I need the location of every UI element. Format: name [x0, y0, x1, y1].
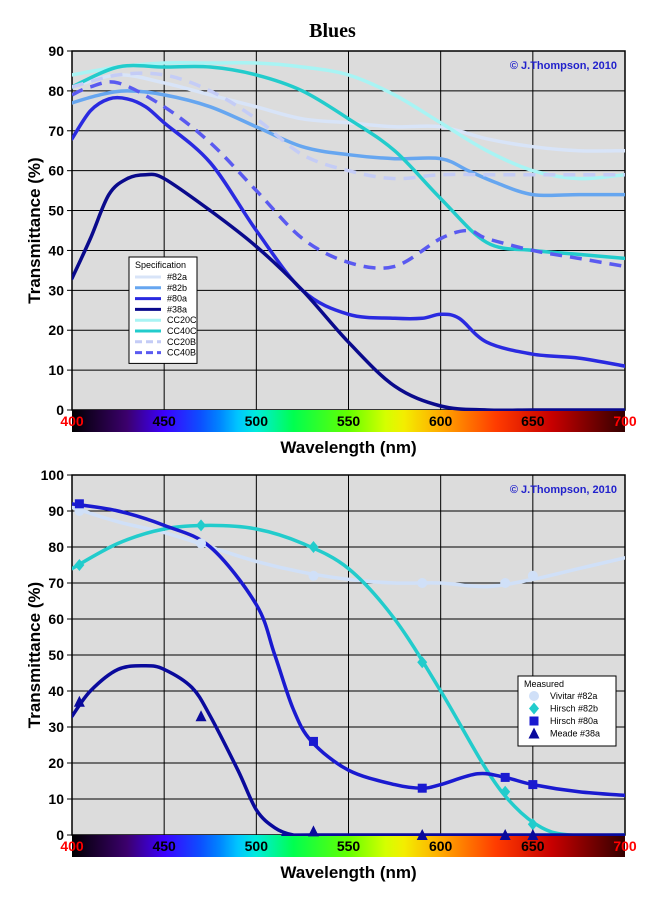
- chart2-data-point: [527, 829, 539, 840]
- chart2-data-point: [500, 772, 510, 782]
- chart2-data-point: [73, 695, 85, 707]
- chart1-legend-label: #38a: [167, 304, 187, 314]
- chart1-x-tick-label: 500: [245, 413, 269, 429]
- chart2-series-line-4: [72, 664, 625, 836]
- chart2-data-point: [500, 578, 511, 588]
- chart1-spectrum-strip: [72, 410, 625, 432]
- chart2-legend-marker: [528, 727, 540, 739]
- chart2-y-tick-label: 20: [48, 755, 64, 771]
- chart2-legend-label: Hirsch #80a: [550, 716, 598, 726]
- chart2-y-tick-label: 80: [48, 539, 64, 555]
- chart2-x-tick-label: 600: [429, 838, 453, 854]
- chart2-data-point: [417, 783, 427, 793]
- chart2-data-point: [527, 818, 538, 831]
- chart2-data-point: [307, 825, 319, 837]
- chart2-series-line-3: [72, 502, 625, 798]
- chart2-data-point: [416, 829, 428, 840]
- specification-chart: 0 10 20 30 40 50 60 70 80 90 400 450 500 550 600 650 700…: [25, 43, 637, 457]
- chart1-y-tick-label: 40: [48, 242, 64, 258]
- chart2-y-tick-label: 40: [48, 683, 64, 699]
- chart1-y-tick-label: 90: [48, 43, 64, 59]
- chart2-legend-marker: [529, 691, 539, 701]
- chart1-legend-label: #82a: [167, 272, 187, 282]
- chart2-y-tick-label: 10: [48, 791, 64, 807]
- chart1-series-line-3: [72, 95, 625, 368]
- chart1-legend: Specification#82a#82b#80a#38aCC20CCC40CC…: [128, 256, 198, 364]
- chart1-series-line-7: [72, 71, 625, 181]
- chart2-data-point: [74, 506, 85, 516]
- chart2-data-point: [196, 519, 207, 532]
- chart1-legend-label: #82b: [167, 283, 187, 293]
- chart2-data-point: [74, 499, 84, 509]
- chart1-y-tick-label: 20: [48, 322, 64, 338]
- chart2-legend-label: Hirsch #82b: [550, 704, 598, 714]
- chart2-legend-label: Vivitar #82a: [550, 691, 597, 701]
- chart1-x-tick-label: 650: [521, 413, 545, 429]
- chart1-x-tick-label: 550: [337, 413, 361, 429]
- chart2-legend-title: Measured: [524, 679, 564, 689]
- chart1-legend-label: CC20C: [167, 315, 197, 325]
- measured-chart: 0 10 20 30 40 50 60 70 80 90 100 400 450 500 550 600 650…: [25, 467, 637, 882]
- chart2-legend-marker: [529, 702, 539, 715]
- chart1-series-line-1: [72, 73, 625, 153]
- chart1-y-tick-label: 80: [48, 83, 64, 99]
- chart2-data-point: [499, 829, 511, 840]
- chart1-series-line-5: [72, 60, 625, 181]
- chart1-legend-label: #80a: [167, 294, 187, 304]
- chart2-data-point: [500, 785, 511, 798]
- chart1-y-tick-label: 70: [48, 123, 64, 139]
- chart2-data-point: [528, 780, 538, 790]
- chart2-y-tick-label: 50: [48, 647, 64, 663]
- chart1-legend-title: Specification: [135, 260, 186, 270]
- chart2-data-point: [308, 736, 318, 746]
- chart2-legend-label: Meade #38a: [550, 729, 600, 739]
- chart1-legend-label: CC20B: [167, 337, 196, 347]
- chart1-y-tick-label: 10: [48, 362, 64, 378]
- chart2-x-axis-label: Wavelength (nm): [280, 863, 416, 882]
- chart1-x-tick-label: 600: [429, 413, 453, 429]
- chart1-y-tick-label: 30: [48, 282, 64, 298]
- chart1-x-tick-label: 700: [613, 413, 637, 429]
- chart2-y-tick-label: 0: [56, 827, 64, 843]
- chart2-legend: Measured Vivitar #82a Hirsch #82b Hirsch #8…: [517, 675, 617, 747]
- chart2-y-axis-label: Transmittance (%): [25, 582, 44, 728]
- chart2-legend-marker: [529, 716, 539, 726]
- chart2-y-tick-label: 60: [48, 611, 64, 627]
- chart2-x-tick-label: 500: [245, 838, 269, 854]
- chart2-data-point: [417, 656, 428, 669]
- chart1-y-axis-label: Transmittance (%): [25, 157, 44, 303]
- chart1-copyright: © J.Thompson, 2010: [510, 60, 617, 72]
- chart2-data-point: [308, 541, 319, 553]
- chart1-legend-label: CC40B: [167, 348, 196, 358]
- chart2-spectrum-strip: [72, 835, 625, 857]
- chart1-series-group: [72, 60, 625, 411]
- chart2-x-tick-label: 400: [60, 838, 84, 854]
- chart1-y-tick-label: 0: [56, 402, 64, 418]
- chart2-y-tick-label: 70: [48, 575, 64, 591]
- chart1-y-tick-label: 50: [48, 203, 64, 219]
- chart1-x-axis-label: Wavelength (nm): [280, 438, 416, 457]
- chart2-y-tick-label: 90: [48, 503, 64, 519]
- chart1-x-tick-label: 450: [152, 413, 176, 429]
- chart2-x-tick-label: 650: [521, 838, 545, 854]
- chart2-data-point: [308, 570, 319, 581]
- chart1-legend-label: CC40C: [167, 326, 197, 336]
- chart1-y-tick-label: 60: [48, 163, 64, 179]
- chart2-data-point: [417, 578, 428, 588]
- chart1-series-line-4: [72, 172, 625, 411]
- chart2-x-tick-label: 450: [152, 838, 176, 854]
- chart2-copyright: © J.Thompson, 2010: [510, 484, 617, 496]
- chart2-data-point: [74, 559, 85, 571]
- chart2-x-tick-label: 550: [337, 838, 361, 854]
- chart1-x-tick-label: 400: [60, 413, 84, 429]
- chart2-x-tick-label: 700: [613, 838, 637, 854]
- chart1-series-line-8: [72, 80, 625, 270]
- chart2-data-point: [527, 570, 538, 581]
- chart2-y-tick-label: 30: [48, 719, 64, 735]
- chart2-data-point: [196, 538, 207, 549]
- chart2-data-point: [195, 710, 207, 722]
- chart2-y-tick-label: 100: [41, 467, 65, 483]
- page-title: Blues: [309, 20, 356, 42]
